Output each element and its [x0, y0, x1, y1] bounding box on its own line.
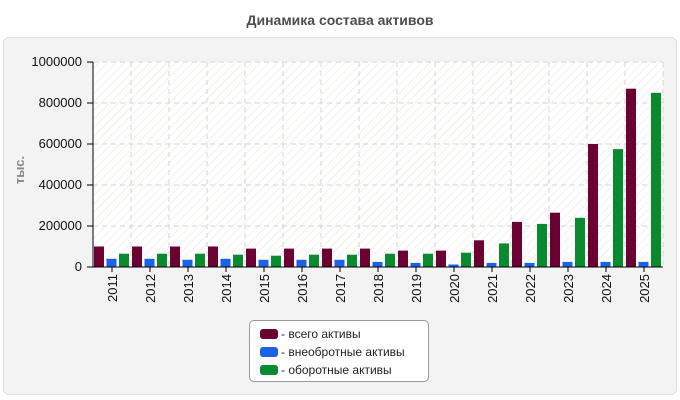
bar-current-assets — [119, 253, 129, 267]
chart-title: Динамика состава активов — [246, 12, 434, 28]
x-tick-label: 2012 — [143, 274, 158, 303]
x-tick-label: 2015 — [257, 274, 272, 303]
x-tick-label: 2024 — [599, 274, 614, 303]
bar-current-assets — [347, 254, 357, 267]
x-tick-label: 2016 — [295, 274, 310, 303]
x-tick-label: 2013 — [181, 274, 196, 303]
plot-area — [93, 62, 663, 267]
bar-noncurrent-assets — [296, 259, 307, 267]
y-tick-label: 600000 — [39, 136, 82, 151]
bar-total-assets — [512, 221, 522, 267]
bar-total-assets — [284, 248, 294, 267]
legend-label: - всего активы — [281, 327, 361, 341]
bar-total-assets — [132, 246, 142, 267]
grid-lines — [93, 61, 664, 267]
x-tick-label: 2019 — [409, 274, 424, 303]
bar-noncurrent-assets — [562, 261, 573, 267]
bar-current-assets — [461, 252, 471, 267]
bar-total-assets — [322, 248, 332, 267]
x-tick-label: 2025 — [637, 274, 652, 303]
bar-total-assets — [626, 88, 636, 267]
y-tick-labels: 0 200000 400000 600000 800000 1000000 — [31, 54, 93, 274]
x-tick-label: 2011 — [105, 274, 120, 302]
y-tick-label: 800000 — [39, 95, 82, 110]
bar-current-assets — [271, 255, 281, 267]
chart-legend: - всего активы - внеобротные активы - об… — [249, 320, 429, 382]
bar-total-assets — [246, 248, 256, 267]
bar-current-assets — [195, 253, 205, 267]
bar-noncurrent-assets — [410, 262, 421, 267]
bar-noncurrent-assets — [220, 258, 231, 267]
x-tick-label: 2020 — [447, 274, 462, 303]
bar-noncurrent-assets — [144, 258, 155, 267]
legend-item-noncurrent-assets: - внеобротные активы — [260, 343, 428, 361]
legend-swatch — [260, 347, 278, 357]
bar-noncurrent-assets — [524, 262, 535, 267]
bar-noncurrent-assets — [600, 261, 611, 267]
bar-current-assets — [233, 254, 243, 267]
legend-swatch — [260, 365, 278, 375]
legend-swatch — [260, 329, 278, 339]
bar-noncurrent-assets — [638, 261, 649, 267]
bar-total-assets — [170, 246, 180, 267]
bar-total-assets — [94, 246, 104, 267]
bar-current-assets — [613, 149, 623, 267]
x-tick-label: 2018 — [371, 274, 386, 303]
bar-total-assets — [436, 250, 446, 267]
bar-current-assets — [499, 243, 509, 267]
legend-item-current-assets: - оборотные активы — [260, 361, 428, 379]
y-tick-label: 0 — [75, 259, 82, 274]
x-tick-labels: 2011 2012 2013 2014 2015 2016 2017 2018 2019 2020… — [105, 267, 652, 303]
legend-label: - внеобротные активы — [281, 345, 405, 359]
bar-total-assets — [398, 250, 408, 267]
bar-series — [94, 88, 661, 268]
bar-current-assets — [423, 253, 433, 267]
bar-noncurrent-assets — [334, 259, 345, 267]
bar-noncurrent-assets — [448, 264, 459, 267]
bar-current-assets — [385, 253, 395, 267]
x-tick-label: 2023 — [561, 274, 576, 303]
x-tick-label: 2021 — [485, 274, 500, 303]
x-tick-label: 2014 — [219, 274, 234, 303]
bar-total-assets — [474, 240, 484, 267]
x-tick-label: 2022 — [523, 274, 538, 303]
bar-noncurrent-assets — [106, 258, 117, 267]
bar-total-assets — [550, 212, 560, 267]
bar-noncurrent-assets — [258, 259, 269, 267]
bar-current-assets — [157, 253, 167, 267]
legend-label: - оборотные активы — [281, 363, 392, 377]
bar-noncurrent-assets — [182, 259, 193, 267]
bar-noncurrent-assets — [372, 261, 383, 267]
bar-total-assets — [360, 248, 370, 267]
x-tick-label: 2017 — [333, 274, 348, 303]
bar-noncurrent-assets — [486, 262, 497, 267]
legend-item-total-assets: - всего активы — [260, 325, 428, 343]
bar-current-assets — [575, 217, 585, 267]
bar-total-assets — [588, 144, 598, 267]
y-tick-label: 1000000 — [31, 54, 82, 69]
y-tick-label: 400000 — [39, 177, 82, 192]
y-tick-label: 200000 — [39, 218, 82, 233]
y-axis-label: тыс. — [12, 156, 27, 184]
bar-current-assets — [309, 254, 319, 267]
bar-current-assets — [537, 223, 547, 267]
bar-total-assets — [208, 246, 218, 267]
bar-current-assets — [651, 92, 661, 268]
